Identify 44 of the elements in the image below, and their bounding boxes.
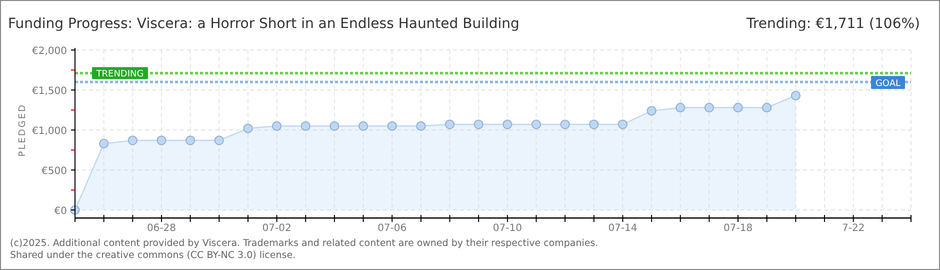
point xyxy=(214,136,224,146)
point xyxy=(733,102,743,112)
point xyxy=(790,90,800,100)
y-axis-title: PLEDGED xyxy=(18,103,28,157)
y-tick-label: €1,500 xyxy=(32,86,67,97)
point xyxy=(704,102,714,112)
point xyxy=(762,102,772,112)
point xyxy=(646,106,656,116)
point xyxy=(272,121,282,131)
point xyxy=(99,138,109,148)
x-tick-label: 07-06 xyxy=(378,223,407,234)
x-tick-label: 07-02 xyxy=(262,223,292,234)
point xyxy=(300,121,310,131)
x-tick-label: 7-22 xyxy=(842,223,865,234)
text: Shared under the creative commons (CC BY-NC 3.0) license. xyxy=(10,250,296,261)
point xyxy=(416,121,426,131)
point xyxy=(128,136,138,146)
y-tick-label: €2,000 xyxy=(32,46,67,57)
ref-line-label: TRENDING xyxy=(95,70,144,80)
point xyxy=(531,120,542,130)
point xyxy=(502,120,512,130)
x-tick-label: 07-10 xyxy=(492,223,522,234)
point xyxy=(444,120,455,130)
point xyxy=(243,124,253,134)
point xyxy=(330,121,340,131)
x-tick-label: 07-14 xyxy=(608,223,638,234)
point xyxy=(560,120,570,130)
point xyxy=(474,120,484,130)
text: (c)2025. Additional content provided by Viscera. Trademarks and related content are owned by their respective companies. xyxy=(10,238,598,249)
x-tick-label: 06-28 xyxy=(146,223,176,234)
point xyxy=(358,121,368,131)
point xyxy=(589,120,599,130)
point xyxy=(387,121,397,131)
point xyxy=(618,120,628,130)
y-tick-label: €1,000 xyxy=(32,126,67,137)
y-tick-label: €500 xyxy=(42,166,67,177)
chart-title: Funding Progress: Viscera: a Horror Short in an Endless Haunted Building xyxy=(8,16,520,32)
point xyxy=(676,102,686,112)
y-tick-label: €0 xyxy=(54,206,67,217)
ref-line-label: GOAL xyxy=(875,79,901,89)
point xyxy=(156,136,166,146)
chart-subtitle: Trending: €1,711 (106%) xyxy=(745,16,920,32)
point xyxy=(186,136,196,146)
x-tick-label: 07-18 xyxy=(724,223,753,234)
